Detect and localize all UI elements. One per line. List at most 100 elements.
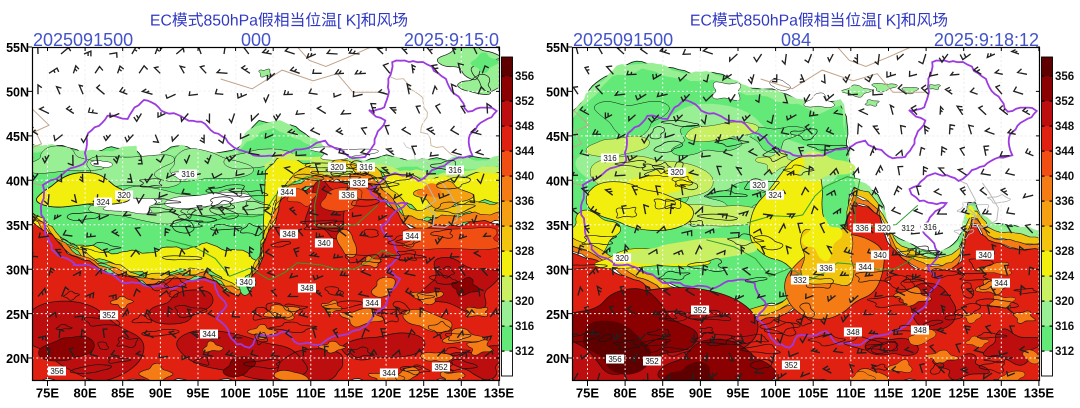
svg-text:336: 336 [515,196,534,208]
svg-text:25N: 25N [6,308,29,322]
svg-text:336: 336 [819,264,833,273]
svg-text:340: 340 [239,278,253,287]
svg-text:344: 344 [994,279,1008,288]
svg-text:332: 332 [793,276,807,285]
svg-text:115E: 115E [874,386,904,401]
svg-text:30N: 30N [6,263,29,277]
svg-text:312: 312 [1055,346,1074,358]
svg-text:340: 340 [317,239,331,248]
svg-text:320: 320 [330,163,344,172]
svg-text:352: 352 [1055,96,1074,108]
svg-text:316: 316 [923,223,937,232]
svg-text:356: 356 [608,355,622,364]
svg-text:20N: 20N [6,352,29,366]
svg-text:90E: 90E [149,386,172,401]
svg-text:352: 352 [515,96,534,108]
svg-text:344: 344 [365,299,379,308]
svg-text:352: 352 [693,306,707,315]
svg-text:125E: 125E [409,386,440,401]
svg-text:105E: 105E [258,386,289,401]
svg-text:100E: 100E [220,386,251,401]
svg-text:356: 356 [1055,71,1074,83]
svg-text:35N: 35N [546,219,569,233]
svg-text:2025:9:18:12: 2025:9:18:12 [934,30,1039,50]
svg-text:316: 316 [603,154,617,163]
svg-text:332: 332 [1055,221,1074,233]
svg-text:344: 344 [515,146,535,158]
svg-text:100E: 100E [760,386,791,401]
svg-text:328: 328 [1055,246,1075,258]
svg-text:80E: 80E [74,386,97,401]
svg-text:348: 348 [1055,121,1075,133]
svg-text:135E: 135E [484,386,515,401]
svg-text:75E: 75E [36,386,59,401]
svg-text:115E: 115E [334,386,364,401]
svg-text:000: 000 [241,30,271,50]
svg-text:352: 352 [102,311,116,320]
svg-text:344: 344 [858,263,872,272]
svg-text:312: 312 [901,224,915,233]
svg-text:110E: 110E [296,386,326,401]
svg-text:344: 344 [280,188,294,197]
svg-text:352: 352 [645,357,659,366]
svg-text:2025091500: 2025091500 [33,30,133,50]
svg-text:344: 344 [405,232,419,241]
svg-text:45N: 45N [546,130,569,144]
svg-text:95E: 95E [186,386,209,401]
svg-text:312: 312 [515,346,534,358]
svg-text:105E: 105E [798,386,829,401]
svg-text:336: 336 [855,224,869,233]
svg-text:320: 320 [1055,296,1074,308]
svg-text:40N: 40N [6,175,29,189]
svg-text:348: 348 [515,121,535,133]
svg-text:50N: 50N [546,86,569,100]
svg-text:95E: 95E [726,386,749,401]
svg-text:352: 352 [434,363,448,372]
svg-text:324: 324 [96,198,110,207]
svg-text:340: 340 [1055,171,1074,183]
svg-text:20N: 20N [546,352,569,366]
svg-text:348: 348 [846,328,860,337]
svg-text:90E: 90E [689,386,712,401]
svg-text:348: 348 [282,230,296,239]
svg-text:084: 084 [781,30,811,50]
svg-text:120E: 120E [911,386,942,401]
svg-text:110E: 110E [836,386,866,401]
svg-text:320: 320 [615,254,629,263]
svg-text:35N: 35N [6,219,29,233]
svg-text:130E: 130E [446,386,477,401]
svg-text:55N: 55N [546,41,569,55]
svg-text:125E: 125E [949,386,980,401]
svg-text:2025091500: 2025091500 [573,30,673,50]
svg-text:348: 348 [913,326,927,335]
svg-text:340: 340 [873,251,887,260]
svg-text:55N: 55N [6,41,29,55]
svg-text:30N: 30N [546,263,569,277]
svg-text:320: 320 [117,191,131,200]
svg-text:356: 356 [515,71,534,83]
svg-text:352: 352 [784,361,798,370]
svg-text:356: 356 [50,367,64,376]
svg-text:320: 320 [877,224,891,233]
svg-text:348: 348 [300,284,314,293]
svg-text:2025:9:15:0: 2025:9:15:0 [404,30,499,50]
svg-text:50N: 50N [6,86,29,100]
svg-text:324: 324 [515,271,535,283]
svg-text:316: 316 [1055,321,1074,333]
svg-text:344: 344 [1055,146,1075,158]
svg-text:340: 340 [515,171,534,183]
svg-text:85E: 85E [111,386,134,401]
svg-text:320: 320 [752,181,766,190]
svg-text:336: 336 [1055,196,1074,208]
svg-text:40N: 40N [546,175,569,189]
svg-text:332: 332 [515,221,534,233]
svg-text:344: 344 [382,369,396,378]
svg-text:324: 324 [768,191,782,200]
svg-text:25N: 25N [546,308,569,322]
svg-text:75E: 75E [576,386,599,401]
svg-text:45N: 45N [6,130,29,144]
svg-text:344: 344 [202,330,216,339]
svg-text:85E: 85E [651,386,674,401]
svg-text:320: 320 [670,168,684,177]
svg-text:120E: 120E [371,386,402,401]
